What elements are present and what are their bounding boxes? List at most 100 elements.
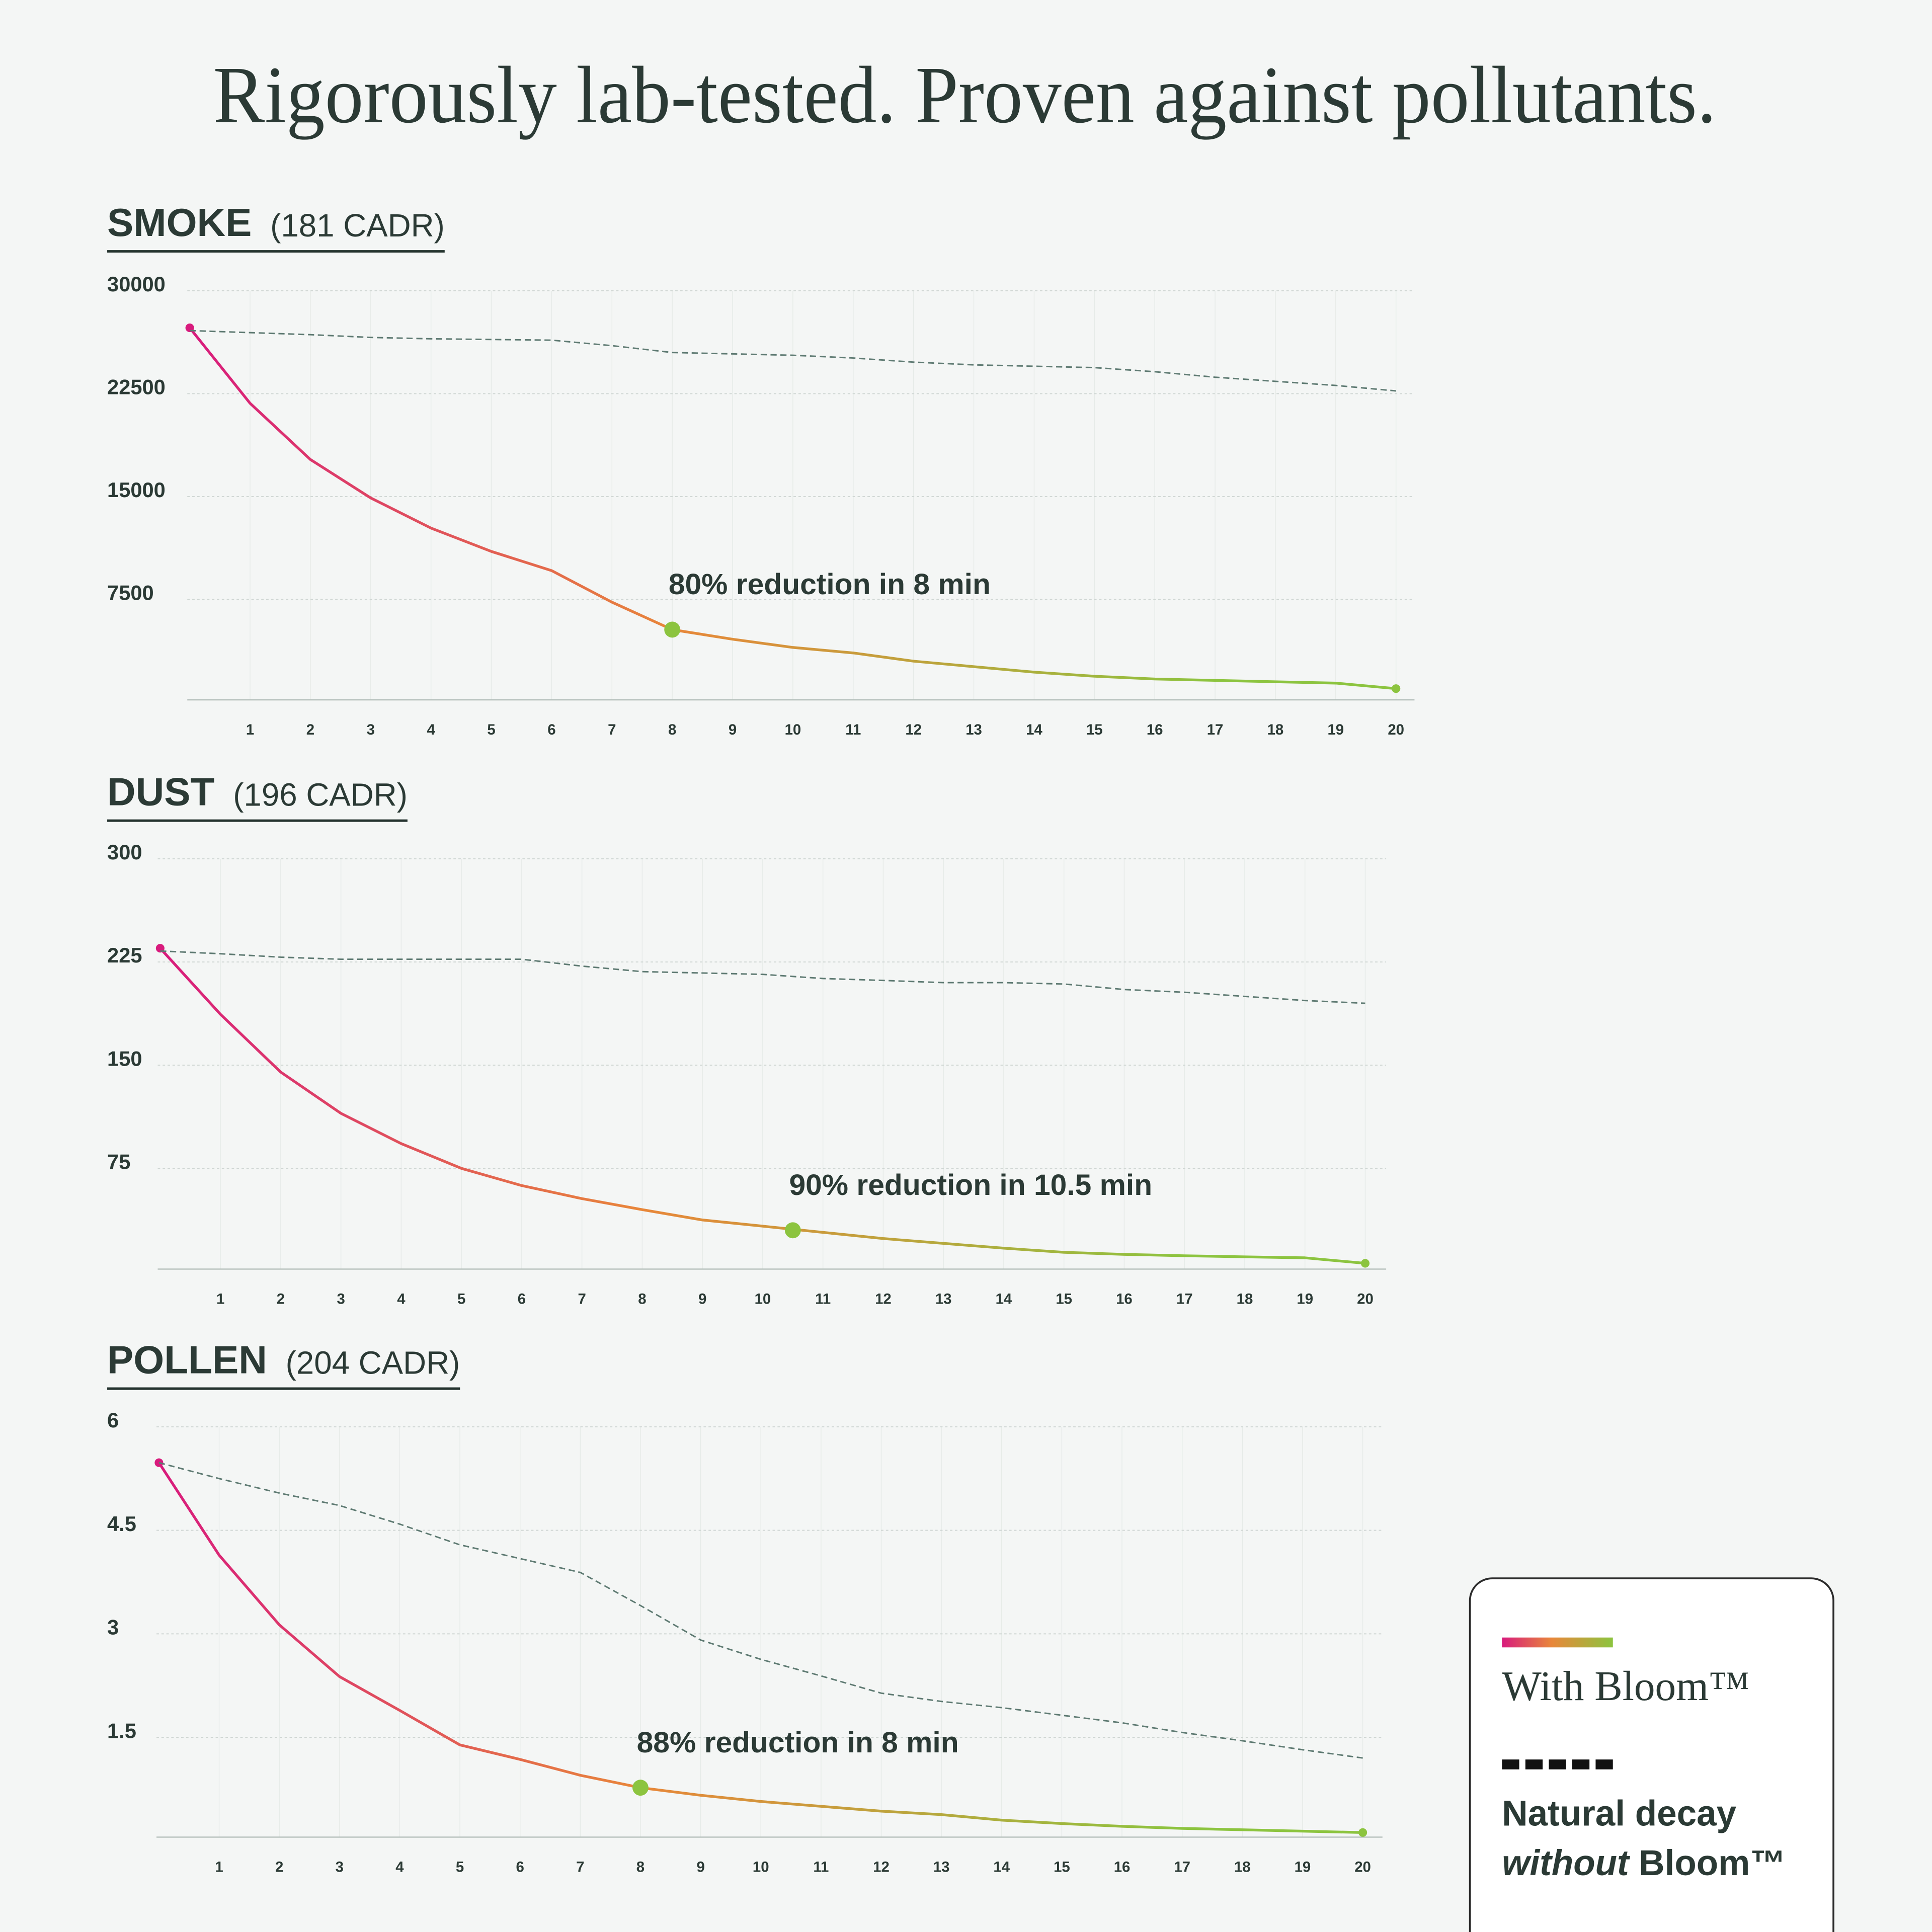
x-tick-label: 20 bbox=[1354, 1859, 1371, 1875]
x-tick-label: 18 bbox=[1267, 721, 1284, 738]
x-tick-label: 1 bbox=[215, 1859, 223, 1875]
chart-subtitle: (196 CADR) bbox=[233, 777, 408, 813]
x-tick-label: 3 bbox=[337, 1291, 345, 1307]
bloom-line bbox=[159, 947, 1365, 1265]
x-tick-label: 10 bbox=[785, 721, 801, 738]
x-tick-label: 12 bbox=[875, 1291, 892, 1307]
chart-subtitle: (181 CADR) bbox=[270, 208, 445, 244]
x-tick-label: 5 bbox=[457, 1291, 465, 1307]
x-tick-label: 9 bbox=[698, 1291, 706, 1307]
x-tick-label: 15 bbox=[1056, 1291, 1072, 1307]
x-tick-label: 6 bbox=[516, 1859, 524, 1875]
chart: POLLEN (204 CADR)1 2 3 4 5 6 7 8 9 10 11 12 13 14 15 16 1… bbox=[107, 1337, 1383, 1875]
end-point bbox=[1392, 684, 1401, 693]
legend-label: With Bloom™ bbox=[1502, 1663, 1749, 1710]
x-tick-label: 15 bbox=[1054, 1859, 1070, 1875]
bloom-line bbox=[157, 1462, 1363, 1834]
x-tick-label: 16 bbox=[1114, 1859, 1131, 1875]
y-tick-label: 150 bbox=[107, 1046, 142, 1070]
chart: DUST (196 CADR)1 2 3 4 5 6 7 8 9 10 11 12 13 14 15 16 17 1… bbox=[107, 769, 1387, 1307]
x-tick-label: 14 bbox=[996, 1291, 1012, 1307]
x-tick-label: 2 bbox=[306, 721, 314, 738]
x-tick-label: 16 bbox=[1116, 1291, 1133, 1307]
decay-line bbox=[160, 950, 1365, 1004]
x-tick-label: 20 bbox=[1357, 1291, 1374, 1307]
x-tick-label: 2 bbox=[275, 1859, 283, 1875]
x-tick-label: 7 bbox=[578, 1291, 586, 1307]
x-tick-label: 7 bbox=[608, 721, 616, 738]
x-tick-label: 19 bbox=[1295, 1859, 1311, 1875]
chart-subtitle: (204 CADR) bbox=[286, 1345, 460, 1381]
legend-box bbox=[1469, 1577, 1834, 1932]
x-tick-label: 9 bbox=[696, 1859, 704, 1875]
x-tick-label: 8 bbox=[636, 1859, 645, 1875]
x-tick-label: 12 bbox=[873, 1859, 890, 1875]
annotation-text: 90% reduction in 10.5 min bbox=[789, 1169, 1152, 1201]
x-tick-label: 7 bbox=[576, 1859, 584, 1875]
y-tick-label: 225 bbox=[107, 943, 142, 967]
chart-title: POLLEN bbox=[107, 1337, 267, 1382]
annotation-point bbox=[664, 621, 681, 638]
legend: With Bloom™ Natural decay without Bloom™ bbox=[1469, 1577, 1834, 1932]
legend-label: without Bloom™ bbox=[1502, 1843, 1786, 1883]
x-tick-label: 15 bbox=[1086, 721, 1103, 738]
y-tick-label: 30000 bbox=[107, 272, 166, 296]
x-tick-label: 17 bbox=[1207, 721, 1224, 738]
annotation-point bbox=[784, 1222, 801, 1239]
x-tick-label: 10 bbox=[753, 1859, 769, 1875]
x-tick-label: 1 bbox=[246, 721, 254, 738]
legend-label-emphasis: without bbox=[1502, 1843, 1631, 1883]
decay-line bbox=[190, 330, 1396, 392]
x-tick-label: 13 bbox=[935, 1291, 952, 1307]
y-tick-label: 300 bbox=[107, 840, 142, 864]
x-tick-label: 17 bbox=[1174, 1859, 1190, 1875]
x-tick-label: 3 bbox=[367, 721, 375, 738]
decay-line bbox=[158, 1462, 1363, 1759]
x-tick-label: 4 bbox=[427, 721, 435, 738]
chart-title: DUST bbox=[107, 769, 214, 814]
y-tick-label: 6 bbox=[107, 1408, 119, 1432]
y-tick-label: 7500 bbox=[107, 581, 154, 605]
x-tick-label: 19 bbox=[1327, 721, 1344, 738]
x-tick-label: 14 bbox=[1026, 721, 1042, 738]
end-point bbox=[1360, 1259, 1370, 1268]
chart: SMOKE (181 CADR)1 2 3 4 5 6 7 8 9 10 11 12 13 14 15 16 17… bbox=[107, 200, 1415, 738]
y-tick-label: 3 bbox=[107, 1616, 119, 1639]
x-tick-label: 11 bbox=[813, 1859, 829, 1875]
x-tick-label: 13 bbox=[965, 721, 982, 738]
chart-title: SMOKE bbox=[107, 200, 252, 245]
y-tick-label: 4.5 bbox=[107, 1512, 136, 1536]
x-tick-label: 1 bbox=[216, 1291, 224, 1307]
start-point bbox=[154, 1458, 164, 1467]
x-tick-label: 4 bbox=[395, 1859, 404, 1875]
annotation-point bbox=[632, 1780, 649, 1796]
annotation-text: 80% reduction in 8 min bbox=[669, 568, 991, 601]
x-tick-label: 12 bbox=[905, 721, 922, 738]
x-tick-label: 11 bbox=[845, 721, 861, 738]
x-tick-label: 5 bbox=[456, 1859, 464, 1875]
x-tick-label: 9 bbox=[729, 721, 737, 738]
x-tick-label: 3 bbox=[336, 1859, 344, 1875]
x-tick-label: 14 bbox=[993, 1859, 1010, 1875]
x-tick-label: 20 bbox=[1388, 721, 1404, 738]
y-tick-label: 15000 bbox=[107, 478, 166, 502]
legend-label: Bloom™ bbox=[1639, 1843, 1786, 1883]
x-tick-label: 18 bbox=[1234, 1859, 1251, 1875]
x-tick-label: 10 bbox=[755, 1291, 771, 1307]
x-tick-label: 11 bbox=[815, 1291, 831, 1307]
x-tick-label: 17 bbox=[1176, 1291, 1193, 1307]
y-tick-label: 1.5 bbox=[107, 1719, 136, 1742]
x-tick-label: 6 bbox=[518, 1291, 526, 1307]
x-tick-label: 19 bbox=[1297, 1291, 1313, 1307]
x-tick-label: 5 bbox=[487, 721, 495, 738]
legend-swatch-bloom bbox=[1502, 1637, 1613, 1648]
annotation-text: 88% reduction in 8 min bbox=[637, 1726, 959, 1759]
x-tick-label: 6 bbox=[547, 721, 555, 738]
x-tick-label: 8 bbox=[668, 721, 676, 738]
x-tick-label: 2 bbox=[277, 1291, 285, 1307]
page-title: Rigorously lab-tested. Proven against po… bbox=[213, 50, 1717, 140]
x-tick-label: 13 bbox=[933, 1859, 950, 1875]
end-point bbox=[1358, 1828, 1367, 1837]
bloom-line bbox=[189, 327, 1396, 690]
